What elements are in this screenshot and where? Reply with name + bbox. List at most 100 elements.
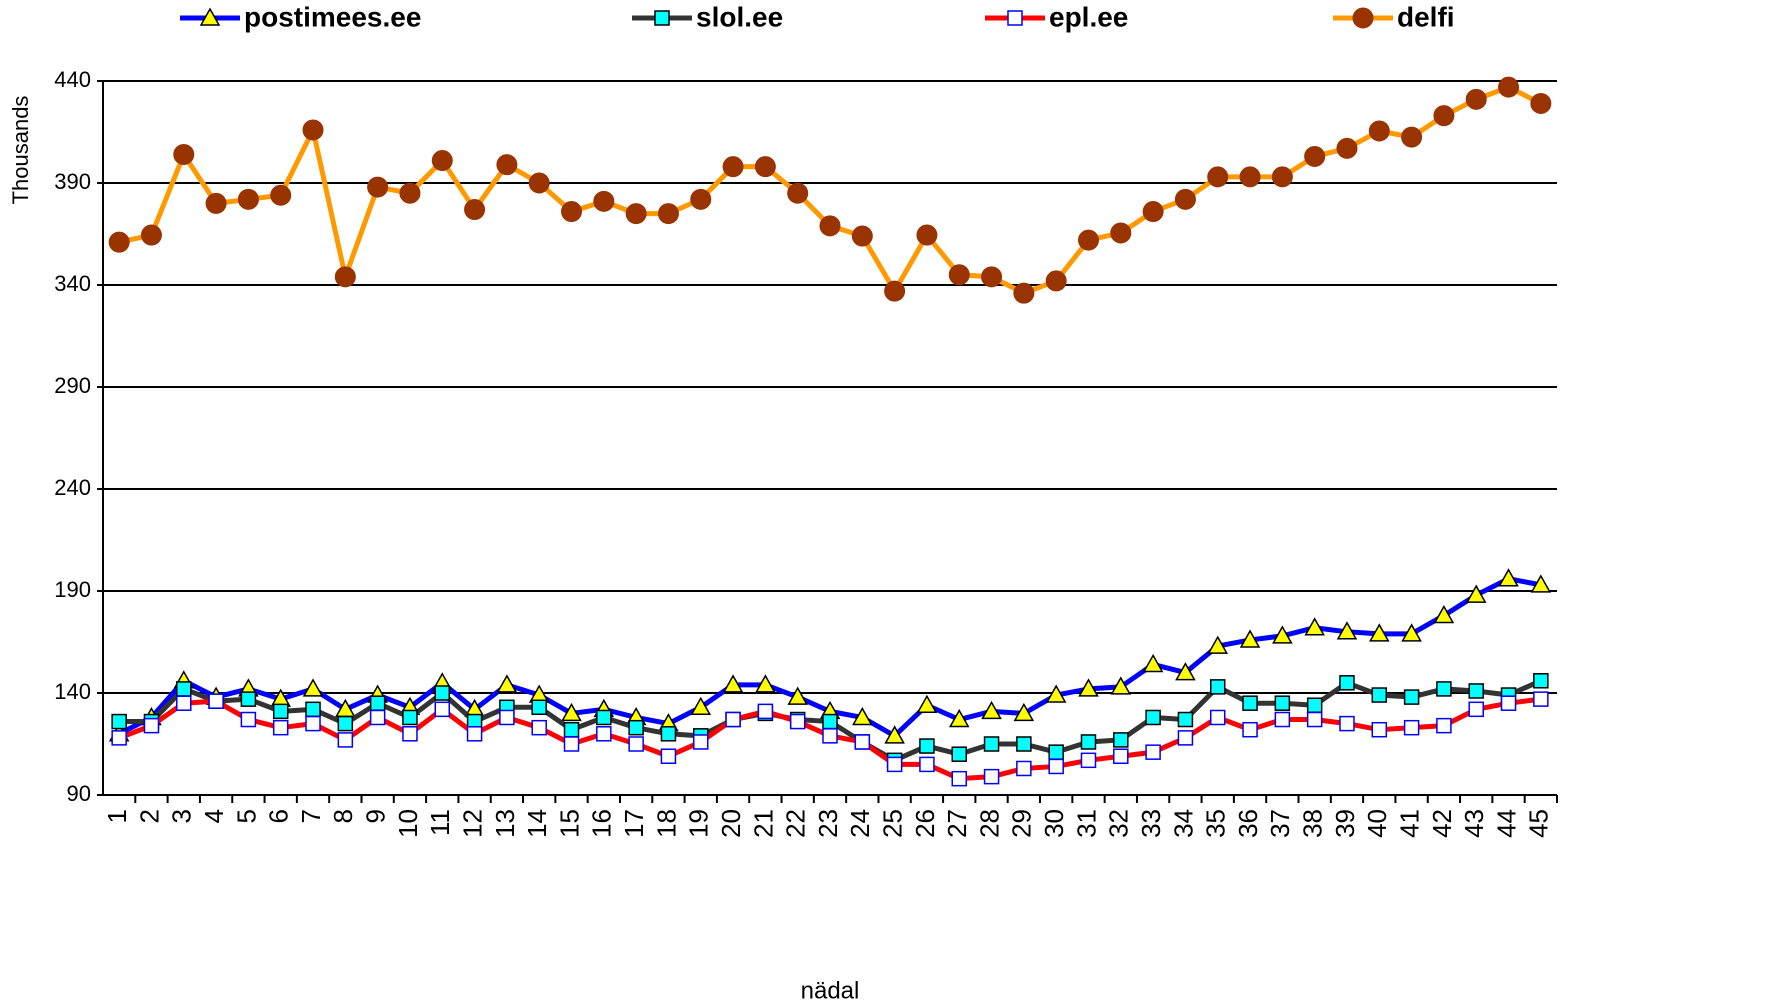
x-tick-label: 22 [781, 809, 811, 838]
x-tick-label: 18 [651, 809, 681, 838]
x-tick-label: 13 [490, 809, 520, 838]
legend-marker [199, 7, 221, 26]
point [822, 713, 838, 730]
x-tick-label: 19 [684, 809, 714, 838]
point [108, 231, 130, 253]
point [111, 713, 127, 730]
point [1142, 653, 1164, 673]
point [948, 708, 970, 728]
point [367, 176, 389, 198]
point [884, 725, 905, 744]
legend-label: slol.ee [696, 1, 783, 32]
point [787, 182, 809, 204]
point [1436, 717, 1452, 734]
point [1242, 721, 1258, 738]
point [111, 730, 127, 746]
point [1242, 695, 1258, 711]
point [1304, 145, 1326, 167]
point [1142, 201, 1164, 223]
point [337, 715, 354, 732]
point [851, 225, 873, 247]
y-tick-label: 290 [54, 373, 91, 398]
point [983, 768, 1000, 785]
point [140, 224, 162, 246]
point [272, 719, 289, 736]
point [237, 188, 259, 210]
point [1369, 623, 1390, 642]
point [563, 736, 580, 752]
point [660, 748, 677, 764]
point [272, 703, 289, 720]
point [402, 726, 418, 742]
point [1401, 623, 1422, 642]
point [625, 203, 647, 225]
y-tick-label: 440 [54, 67, 91, 92]
legend-label: epl.ee [1049, 1, 1128, 32]
point [337, 732, 354, 748]
point [563, 721, 580, 738]
x-tick-label: 9 [361, 809, 391, 823]
point [1403, 689, 1420, 705]
point [1077, 229, 1099, 251]
point [1403, 719, 1420, 736]
point [1533, 673, 1549, 689]
point [1530, 92, 1552, 114]
point [1113, 732, 1129, 748]
point [1339, 715, 1355, 732]
x-tick-label: 42 [1427, 809, 1457, 838]
point [1207, 166, 1229, 188]
point [561, 702, 582, 722]
point [1207, 635, 1229, 654]
x-tick-label: 16 [587, 809, 617, 838]
y-tick-label: 90 [67, 781, 91, 806]
point [1498, 568, 1519, 587]
point [1209, 709, 1226, 726]
x-tick-label: 33 [1136, 809, 1166, 838]
point [434, 685, 451, 701]
point [981, 266, 1003, 288]
y-tick-label: 240 [54, 475, 91, 500]
x-tick-label: 32 [1104, 809, 1134, 838]
point [1113, 748, 1129, 764]
x-tick-label: 12 [457, 809, 487, 838]
point [464, 199, 486, 221]
point [499, 709, 515, 726]
point [1239, 166, 1261, 188]
x-tick-label: 6 [264, 809, 294, 823]
point [690, 696, 712, 716]
point [1306, 711, 1323, 728]
point [1336, 137, 1358, 159]
point [1433, 105, 1455, 127]
point [205, 192, 227, 214]
point [884, 280, 906, 302]
x-tick-label: 31 [1071, 809, 1101, 838]
point [1530, 574, 1552, 593]
point [399, 182, 421, 204]
point [1177, 730, 1194, 746]
point [916, 224, 938, 246]
point [1371, 687, 1388, 703]
point [789, 713, 806, 730]
point [819, 215, 841, 237]
point [1239, 629, 1261, 648]
point [690, 188, 712, 210]
legend-label: postimees.ee [244, 1, 421, 32]
x-tick-label: 21 [748, 809, 778, 838]
y-axis-label: Thousands [8, 96, 33, 205]
x-tick-label: 36 [1233, 809, 1263, 838]
point [1433, 604, 1455, 624]
x-tick-label: 8 [328, 809, 358, 823]
point [919, 738, 935, 754]
point [693, 734, 709, 750]
point [369, 709, 386, 726]
point [951, 746, 967, 762]
x-tick-label: 25 [877, 809, 907, 838]
point [657, 203, 679, 225]
point [916, 694, 938, 713]
x-tick-label: 43 [1459, 809, 1489, 838]
point [1080, 734, 1097, 750]
x-tick-label: 40 [1362, 809, 1392, 838]
x-tick-label: 2 [134, 809, 164, 823]
